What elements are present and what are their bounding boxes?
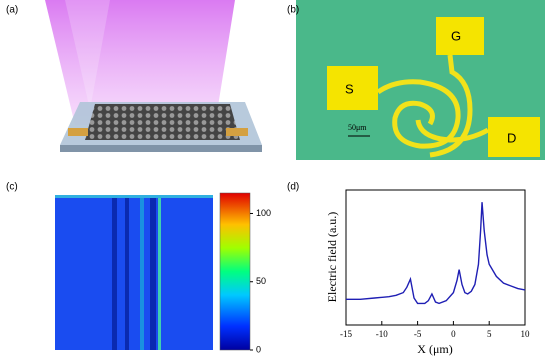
light-beam xyxy=(45,0,235,125)
substrate-edge xyxy=(60,145,262,152)
panel-label: (b) xyxy=(287,5,299,16)
spiral-electrodes xyxy=(376,54,490,158)
x-tick-label: -10 xyxy=(376,329,388,339)
x-tick-label: 5 xyxy=(487,329,492,339)
panel-c: (c) xyxy=(6,182,251,351)
data-line xyxy=(346,202,526,305)
panel-d: (d) X (μm) Electric field (a.u.) xyxy=(287,182,526,356)
colorbar-tick-label: 50 xyxy=(256,276,266,286)
field-map xyxy=(55,195,213,350)
field-stripe xyxy=(158,195,161,350)
field-stripe xyxy=(112,195,117,350)
colorbar-tick-label: 0 xyxy=(256,344,261,354)
panel-label: (a) xyxy=(6,5,18,16)
pad xyxy=(488,117,540,157)
panel-b: S G D 50μm (b) xyxy=(287,0,545,160)
panel-label: (c) xyxy=(6,182,18,193)
colorbar xyxy=(219,192,251,351)
electrode xyxy=(226,128,248,136)
plot-frame xyxy=(345,189,526,326)
x-tick-label: -5 xyxy=(414,329,422,339)
pad xyxy=(327,66,378,110)
x-tick-label: -15 xyxy=(340,329,352,339)
pad-label: G xyxy=(451,28,461,43)
field-stripe xyxy=(125,195,129,350)
pad-label: S xyxy=(345,81,354,96)
x-axis-label: X (μm) xyxy=(417,342,452,356)
field-stripe xyxy=(140,195,144,350)
x-tick-label: 0 xyxy=(451,329,456,339)
scale-bar-label: 50μm xyxy=(348,123,367,132)
field-edge xyxy=(55,195,213,198)
pad xyxy=(436,17,484,55)
field-stripe xyxy=(150,195,156,350)
electrode xyxy=(68,128,88,136)
colorbar-tick-label: 100 xyxy=(256,208,271,218)
pad-label: D xyxy=(507,130,516,145)
y-axis-label: Electric field (a.u.) xyxy=(325,212,339,303)
panel-a: (a) xyxy=(6,0,262,152)
panel-label: (d) xyxy=(287,182,299,193)
graphene-lattice xyxy=(85,104,240,140)
light-beam xyxy=(65,0,110,110)
x-tick-label: 10 xyxy=(521,329,531,339)
